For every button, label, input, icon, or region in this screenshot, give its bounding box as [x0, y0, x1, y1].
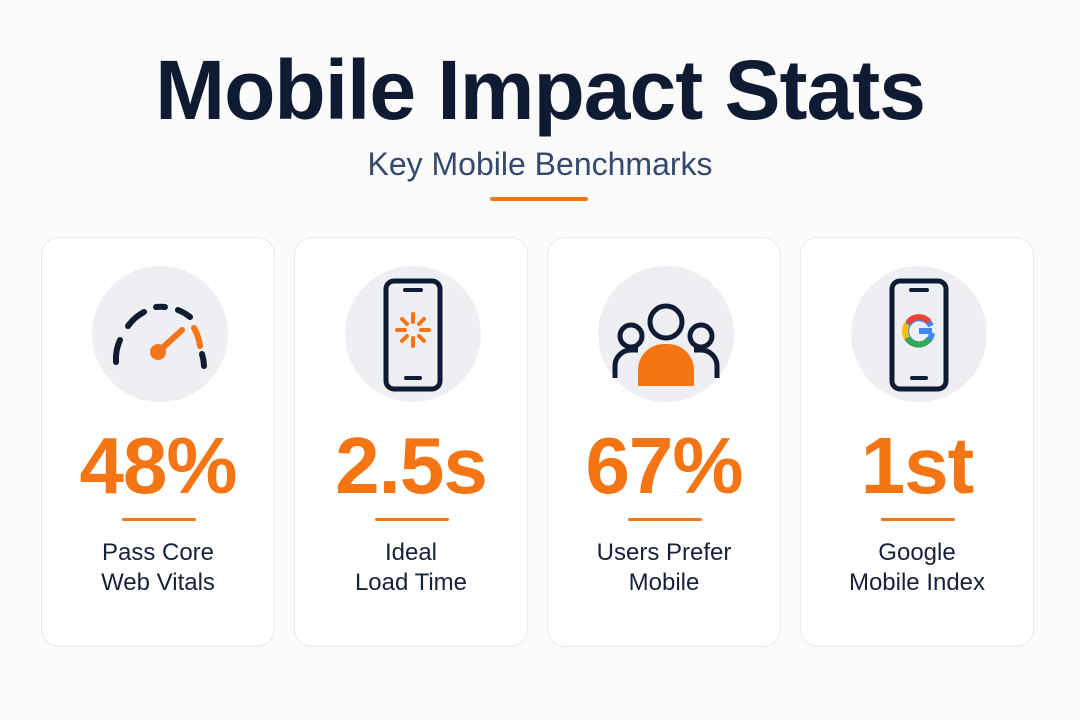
- stat-label: Users Prefer Mobile: [596, 539, 732, 596]
- page-title: Mobile Impact Stats: [155, 43, 926, 137]
- stat-card-google-index: 1st Google Mobile Index: [800, 237, 1034, 647]
- title-divider: [490, 197, 588, 201]
- phone-google-icon: [851, 266, 987, 402]
- value-divider: [628, 518, 702, 521]
- value-divider: [881, 518, 955, 521]
- stat-value: 48%: [79, 421, 237, 510]
- stat-card-load-time: 2.5s Ideal Load Time: [294, 237, 528, 647]
- stat-label: Google Mobile Index: [848, 539, 986, 596]
- value-divider: [375, 518, 449, 521]
- stat-label: Ideal Load Time: [354, 539, 468, 596]
- value-divider: [122, 518, 196, 521]
- page-subtitle: Key Mobile Benchmarks: [367, 146, 713, 182]
- stats-cards: 48% Pass Core Web Vitals: [41, 237, 1034, 647]
- speedometer-icon: [92, 266, 228, 402]
- stat-card-core-web-vitals: 48% Pass Core Web Vitals: [41, 237, 275, 647]
- stat-value: 1st: [860, 421, 975, 510]
- phone-loading-icon: [345, 266, 481, 402]
- users-group-icon: [598, 266, 734, 402]
- stat-value: 67%: [585, 421, 743, 510]
- stat-card-users-prefer: 67% Users Prefer Mobile: [547, 237, 781, 647]
- stat-value: 2.5s: [335, 421, 488, 510]
- stat-label: Pass Core Web Vitals: [101, 539, 215, 596]
